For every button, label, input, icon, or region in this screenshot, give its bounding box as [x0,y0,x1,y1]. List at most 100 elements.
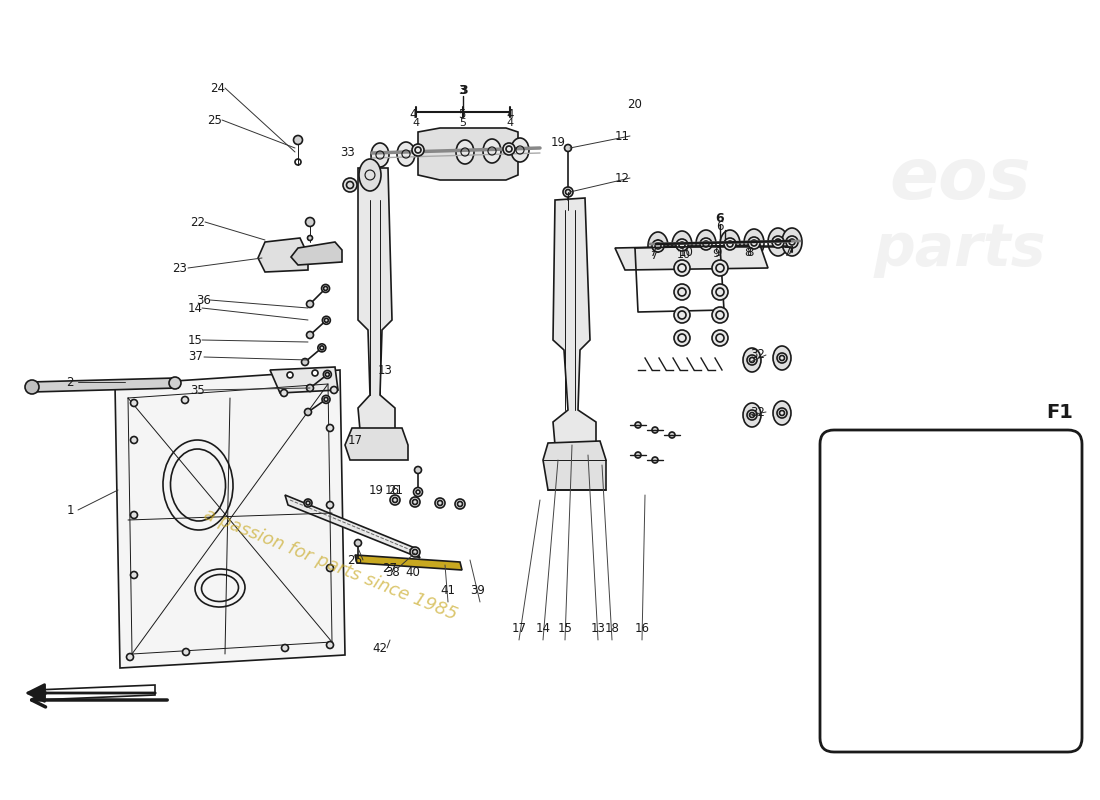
Circle shape [301,358,308,366]
Polygon shape [615,245,768,270]
Circle shape [343,178,358,192]
Text: 10: 10 [679,246,693,258]
Circle shape [304,499,312,507]
Text: 7: 7 [786,246,793,256]
Text: 5: 5 [459,109,465,122]
Circle shape [747,355,757,365]
Text: 28: 28 [917,448,932,458]
Text: 29: 29 [881,478,895,488]
Circle shape [635,422,641,428]
Text: 38: 38 [386,566,400,578]
Circle shape [307,331,314,338]
Circle shape [308,235,312,241]
Circle shape [712,330,728,346]
Circle shape [280,390,287,397]
Ellipse shape [195,569,245,607]
Circle shape [183,649,189,655]
Polygon shape [270,367,338,393]
Circle shape [330,386,338,394]
Text: 29: 29 [882,474,898,486]
Text: 8: 8 [745,248,751,258]
Circle shape [712,307,728,323]
Text: 7: 7 [784,246,792,258]
Circle shape [786,236,798,248]
Text: F1: F1 [1046,402,1074,422]
Circle shape [434,498,446,508]
Circle shape [563,187,573,197]
Polygon shape [355,555,462,570]
Text: 4: 4 [409,109,417,122]
Text: 14: 14 [536,622,550,634]
Circle shape [674,284,690,300]
Circle shape [131,437,138,443]
Text: 21: 21 [388,485,404,498]
Text: 34: 34 [868,575,882,589]
Circle shape [294,135,302,145]
Text: 29: 29 [955,478,969,488]
Text: 9: 9 [713,249,719,259]
Circle shape [956,480,970,494]
Circle shape [287,372,293,378]
Text: 23: 23 [173,262,187,274]
Circle shape [712,260,728,276]
Text: 3: 3 [459,85,468,98]
Circle shape [415,466,421,474]
Ellipse shape [742,403,761,427]
Circle shape [748,237,760,249]
Text: 31: 31 [1053,503,1067,517]
Text: 3: 3 [459,83,465,97]
Circle shape [676,239,688,251]
Circle shape [307,385,314,391]
Text: 24: 24 [210,82,225,94]
Text: 17: 17 [348,434,363,446]
Text: 27: 27 [383,562,397,574]
Circle shape [712,284,728,300]
Circle shape [282,645,288,651]
Polygon shape [35,685,155,700]
Polygon shape [862,488,920,660]
Text: 28: 28 [940,450,956,462]
Ellipse shape [512,138,529,162]
Text: 32: 32 [750,349,766,362]
Ellipse shape [936,472,956,502]
Circle shape [652,240,664,252]
Text: 5: 5 [460,118,466,128]
Text: 13: 13 [377,363,393,377]
Text: 4: 4 [506,118,514,128]
Text: 20: 20 [628,98,642,110]
FancyBboxPatch shape [820,430,1082,752]
Circle shape [564,145,572,151]
Circle shape [674,330,690,346]
Ellipse shape [773,401,791,425]
Text: 26: 26 [348,554,363,566]
Text: 29: 29 [999,474,1013,486]
Ellipse shape [782,228,802,256]
Ellipse shape [768,228,788,256]
Text: 30: 30 [940,474,956,486]
Ellipse shape [742,348,761,372]
Ellipse shape [163,440,233,530]
Ellipse shape [397,142,415,166]
Text: 35: 35 [190,383,206,397]
Text: 17: 17 [512,622,527,634]
Text: parts: parts [873,222,1046,278]
Polygon shape [116,370,345,668]
Polygon shape [292,242,342,265]
Text: 8: 8 [746,246,754,258]
Circle shape [306,218,315,226]
Polygon shape [285,495,420,558]
Polygon shape [553,198,596,445]
Text: eos: eos [889,146,1031,214]
Text: 40: 40 [406,566,420,578]
Circle shape [674,307,690,323]
Ellipse shape [876,472,896,502]
Polygon shape [358,168,395,430]
Text: a passion for parts since 1985: a passion for parts since 1985 [200,506,460,624]
Ellipse shape [359,159,381,191]
Circle shape [327,502,333,509]
Text: 25: 25 [208,114,222,126]
Text: 6: 6 [716,219,724,233]
Circle shape [318,344,326,352]
Circle shape [674,260,690,276]
Circle shape [410,547,420,557]
